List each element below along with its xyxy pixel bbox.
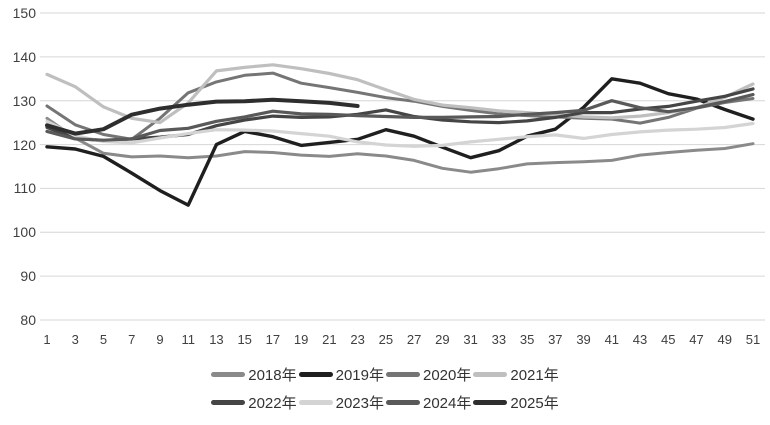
legend-swatch-2025年: [473, 400, 508, 405]
x-tick-label-23: 23: [350, 332, 365, 347]
legend-item-2018年: 2018年: [211, 364, 297, 385]
legend-swatch-2022年: [211, 400, 246, 405]
legend-item-2025年: 2025年: [473, 392, 559, 413]
series-line-2023年: [45, 119, 755, 148]
legend-item-2022年: 2022年: [211, 392, 297, 413]
y-tick-label-120: 120: [12, 136, 36, 153]
x-tick-label-17: 17: [265, 332, 281, 347]
legend-label-2025年: 2025年: [510, 395, 559, 412]
x-tick-label-9: 9: [156, 332, 164, 347]
series-line-2025年: [45, 97, 360, 136]
series-line-2018年: [45, 116, 755, 174]
series-line-2019年: [45, 77, 755, 207]
x-tick-label-7: 7: [128, 332, 136, 347]
x-tick-label-21: 21: [322, 332, 337, 347]
x-tick-label-19: 19: [293, 332, 309, 347]
x-tick-label-33: 33: [491, 332, 507, 347]
series-line-2020年: [45, 71, 755, 141]
x-tick-label-37: 37: [548, 332, 563, 347]
legend-label-2022年: 2022年: [248, 395, 297, 412]
x-tick-label-11: 11: [181, 332, 195, 347]
y-tick-label-150: 150: [12, 5, 36, 21]
series-line-2024年: [45, 92, 755, 142]
legend-item-2020年: 2020年: [386, 364, 471, 385]
legend-item-2023年: 2023年: [298, 392, 384, 413]
legend-swatch-2018年: [211, 372, 246, 377]
legend-item-2021年: 2021年: [473, 364, 559, 385]
y-tick-label-80: 80: [20, 312, 36, 328]
y-tick-label-140: 140: [12, 48, 36, 65]
x-tick-label-51: 51: [745, 332, 761, 347]
x-tick-label-25: 25: [378, 332, 394, 347]
legend-label-2018年: 2018年: [248, 367, 297, 384]
x-tick-label-45: 45: [661, 332, 676, 347]
legend-swatch-2020年: [386, 372, 420, 377]
chart-legend: 2018年 2019年 2020年 2021年 2022年 2023年 2024年 2025年: [0, 364, 770, 413]
x-tick-label-39: 39: [576, 332, 591, 347]
y-tick-label-100: 100: [12, 224, 36, 241]
legend-label-2020年: 2020年: [423, 367, 472, 384]
x-tick-label-1: 1: [43, 332, 51, 347]
legend-row-1: 2018年 2019年 2020年 2021年: [210, 364, 560, 385]
legend-label-2019年: 2019年: [335, 367, 384, 384]
legend-swatch-2019年: [298, 372, 333, 377]
series-line-2021年: [45, 63, 755, 125]
legend-swatch-2023年: [298, 400, 333, 405]
y-tick-label-130: 130: [12, 92, 36, 109]
legend-swatch-2024年: [386, 400, 420, 405]
x-tick-label-15: 15: [237, 332, 252, 347]
legend-item-2019年: 2019年: [298, 364, 384, 385]
x-tick-label-3: 3: [71, 332, 79, 347]
x-tick-label-27: 27: [406, 332, 422, 347]
legend-label-2024年: 2024年: [423, 395, 472, 412]
x-tick-label-31: 31: [463, 332, 478, 347]
x-tick-label-5: 5: [99, 332, 108, 347]
legend-item-2024年: 2024年: [386, 392, 471, 413]
y-tick-label-90: 90: [20, 268, 36, 285]
legend-label-2021年: 2021年: [510, 367, 559, 384]
x-tick-label-47: 47: [689, 332, 704, 347]
x-tick-label-29: 29: [435, 332, 450, 347]
x-tick-label-41: 41: [604, 332, 620, 347]
x-tick-label-43: 43: [632, 332, 648, 347]
x-tick-label-13: 13: [209, 332, 224, 347]
legend-swatch-2021年: [473, 372, 508, 377]
legend-row-2: 2022年 2023年 2024年 2025年: [210, 392, 560, 413]
y-tick-label-110: 110: [13, 180, 36, 197]
legend-label-2023年: 2023年: [335, 395, 384, 412]
x-tick-label-49: 49: [717, 332, 732, 347]
x-tick-label-35: 35: [519, 332, 535, 347]
